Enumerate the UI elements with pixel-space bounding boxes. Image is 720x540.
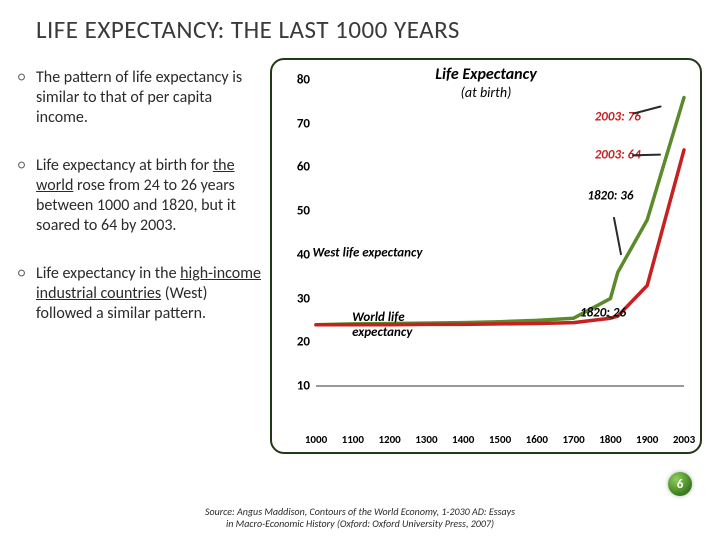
x-axis-label: 1000: [305, 433, 327, 446]
chart-annotation: 1820: 36: [587, 189, 633, 204]
chart-annotation: West life expectancy: [313, 245, 423, 260]
x-axis-label: 1400: [452, 433, 474, 446]
y-axis-label: 30: [288, 291, 310, 306]
y-axis-label: 60: [288, 160, 310, 175]
bullet-marker: ○: [18, 156, 36, 236]
bullet-list: ○ The pattern of life expectancy is simi…: [18, 58, 270, 458]
bullet-item: ○ The pattern of life expectancy is simi…: [18, 68, 264, 128]
x-axis-label: 2003: [673, 433, 695, 446]
chart-annotation: 1820: 26: [580, 305, 626, 320]
y-axis-label: 70: [288, 116, 310, 131]
chart-container: Life Expectancy (at birth) 8070605040302…: [270, 58, 702, 454]
x-axis-label: 1300: [415, 433, 437, 446]
x-axis-label: 1200: [378, 433, 400, 446]
series-west-life-expectancy: [316, 98, 684, 325]
chart-annotation: World lifeexpectancy: [352, 310, 412, 340]
bullet-marker: ○: [18, 264, 36, 324]
y-axis-label: 40: [288, 247, 310, 262]
source-citation: Source: Angus Maddison, Contours of the …: [0, 506, 720, 530]
bullet-item: ○ Life expectancy at birth for the world…: [18, 156, 264, 236]
x-axis-label: 1600: [526, 433, 548, 446]
x-axis-label: 1500: [489, 433, 511, 446]
bullet-item: ○ Life expectancy in the high-income ind…: [18, 264, 264, 324]
page-number-badge: 6: [668, 472, 692, 496]
bullet-marker: ○: [18, 68, 36, 128]
content-row: ○ The pattern of life expectancy is simi…: [18, 58, 702, 458]
x-axis-label: 1100: [342, 433, 364, 446]
y-axis-label: 80: [288, 73, 310, 88]
bullet-text: The pattern of life expectancy is simila…: [36, 68, 264, 128]
y-axis-label: 50: [288, 204, 310, 219]
slide-title: LIFE EXPECTANCY: THE LAST 1000 YEARS: [36, 14, 460, 45]
x-axis-label: 1800: [599, 433, 621, 446]
x-axis-label: 1700: [562, 433, 584, 446]
bullet-text: Life expectancy in the high-income indus…: [36, 264, 264, 324]
y-axis-label: 20: [288, 335, 310, 350]
x-axis-label: 1900: [636, 433, 658, 446]
bullet-text: Life expectancy at birth for the world r…: [36, 156, 264, 236]
series-world-life-expectancy: [316, 150, 684, 325]
y-axis-label: 10: [288, 379, 310, 394]
